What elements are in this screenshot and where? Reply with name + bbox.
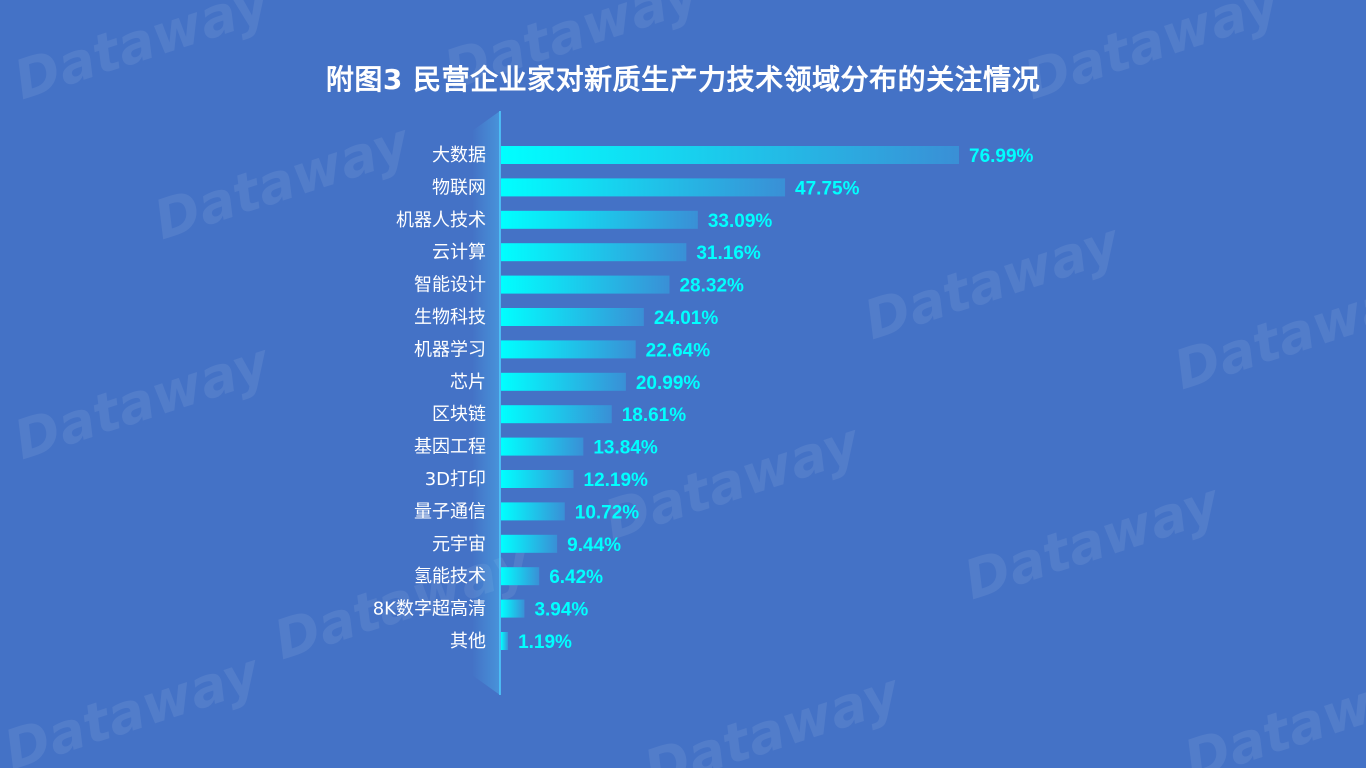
bar xyxy=(501,437,584,456)
bar-row: 智能设计 28.32% xyxy=(414,275,744,297)
value-label: 22.64% xyxy=(646,340,711,361)
bar xyxy=(501,372,626,391)
category-label: 物联网 xyxy=(432,177,486,198)
axis-band xyxy=(472,111,500,695)
bar xyxy=(501,632,509,650)
bar-row: 3D打印 12.19% xyxy=(425,469,648,491)
value-label: 47.75% xyxy=(795,178,860,199)
value-label: 12.19% xyxy=(584,470,649,491)
value-label: 10.72% xyxy=(575,502,640,523)
category-label: 量子通信 xyxy=(414,501,486,522)
bar xyxy=(501,210,698,229)
bar xyxy=(501,567,540,586)
value-label: 3.94% xyxy=(534,600,588,621)
bar-row: 云计算 31.16% xyxy=(432,242,761,264)
category-label: 氢能技术 xyxy=(414,566,486,587)
value-label: 31.16% xyxy=(696,243,761,264)
value-label: 9.44% xyxy=(567,535,621,556)
chart-title: 附图3 民营企业家对新质生产力技术领域分布的关注情况 xyxy=(325,63,1041,96)
bar xyxy=(501,405,612,424)
category-label: 8K数字超高清 xyxy=(373,599,486,620)
bar-row: 生物科技 24.01% xyxy=(414,307,718,329)
category-label: 机器学习 xyxy=(414,339,486,360)
value-label: 1.19% xyxy=(518,632,572,653)
bar-row: 物联网 47.75% xyxy=(432,177,860,199)
category-label: 区块链 xyxy=(432,404,486,425)
bar-row: 其他 1.19% xyxy=(450,631,572,653)
bar-row: 机器学习 22.64% xyxy=(414,339,710,361)
bar xyxy=(501,178,786,197)
bar-row: 氢能技术 6.42% xyxy=(414,566,603,588)
bar-row: 大数据 76.99% xyxy=(432,145,1034,167)
value-label: 6.42% xyxy=(549,567,603,588)
bar xyxy=(501,146,959,164)
category-label: 其他 xyxy=(450,631,486,652)
bar-row: 机器人技术 33.09% xyxy=(396,210,772,232)
value-label: 18.61% xyxy=(622,405,687,426)
value-label: 33.09% xyxy=(708,211,773,232)
category-label: 基因工程 xyxy=(414,437,486,458)
category-label: 芯片 xyxy=(450,372,486,393)
category-label: 机器人技术 xyxy=(396,210,486,231)
bar-row: 区块链 18.61% xyxy=(432,404,686,426)
bar xyxy=(501,502,565,521)
value-label: 13.84% xyxy=(593,438,658,459)
value-label: 28.32% xyxy=(679,276,744,297)
bar xyxy=(501,599,525,618)
value-label: 76.99% xyxy=(969,146,1034,167)
category-label: 生物科技 xyxy=(414,307,486,328)
bar xyxy=(501,275,670,294)
bar xyxy=(501,308,644,326)
value-label: 20.99% xyxy=(636,373,701,394)
category-label: 大数据 xyxy=(432,145,486,166)
bar xyxy=(501,340,636,359)
bar xyxy=(501,534,558,553)
bar xyxy=(501,470,574,488)
category-label: 云计算 xyxy=(432,242,486,263)
bar-row: 元宇宙 9.44% xyxy=(432,534,621,556)
bar-row: 基因工程 13.84% xyxy=(414,437,658,459)
category-label: 元宇宙 xyxy=(432,534,486,555)
category-label: 智能设计 xyxy=(414,275,486,296)
bar-row: 8K数字超高清 3.94% xyxy=(373,599,589,621)
value-label: 24.01% xyxy=(654,308,719,329)
bar-row: 量子通信 10.72% xyxy=(414,501,639,523)
bar-row: 芯片 20.99% xyxy=(450,372,700,394)
bar xyxy=(501,243,687,262)
category-label: 3D打印 xyxy=(425,469,486,490)
